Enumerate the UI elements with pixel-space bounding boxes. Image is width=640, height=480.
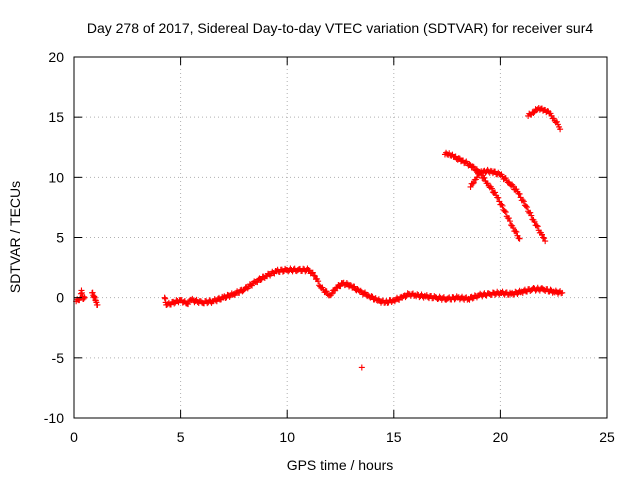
data-point	[512, 228, 519, 235]
data-point	[538, 231, 545, 238]
y-tick-label: 5	[56, 230, 64, 246]
x-tick-label: 15	[386, 429, 402, 445]
data-point	[327, 292, 334, 299]
data-point	[357, 287, 364, 294]
data-point	[473, 174, 480, 181]
data-point	[510, 183, 517, 190]
data-point	[328, 290, 335, 297]
data-point	[531, 218, 538, 225]
data-point	[469, 295, 476, 302]
data-point	[498, 201, 505, 208]
data-point	[94, 301, 101, 308]
data-point	[332, 287, 339, 294]
data-point	[506, 218, 513, 225]
data-point	[533, 222, 540, 229]
data-points	[73, 105, 566, 371]
data-point	[470, 179, 477, 186]
y-tick-label: 15	[48, 109, 64, 125]
data-point	[540, 234, 547, 241]
x-axis-label: GPS time / hours	[287, 457, 394, 473]
data-point	[524, 204, 531, 211]
x-tick-label: 20	[493, 429, 509, 445]
data-point	[305, 266, 312, 273]
data-point	[530, 109, 537, 116]
data-point	[469, 180, 476, 187]
data-point	[534, 223, 541, 230]
data-point	[516, 190, 523, 197]
x-tick-label: 25	[599, 429, 615, 445]
data-point	[496, 198, 503, 205]
data-point	[505, 215, 512, 222]
data-point	[323, 288, 330, 295]
data-point	[527, 209, 534, 216]
data-point	[510, 224, 517, 231]
data-point	[502, 175, 509, 182]
data-point	[542, 238, 549, 245]
data-point	[257, 276, 264, 283]
data-point	[189, 295, 196, 302]
data-point	[333, 285, 340, 292]
data-point	[547, 286, 554, 293]
x-tick-label: 5	[177, 429, 185, 445]
data-point	[553, 118, 560, 125]
y-axis-label: SDTVAR / TECUs	[7, 181, 23, 293]
data-point	[402, 294, 409, 301]
data-point	[552, 287, 559, 294]
y-tick-label: -10	[44, 410, 64, 426]
data-point	[554, 121, 561, 128]
data-point	[488, 185, 495, 192]
data-point	[254, 279, 261, 286]
data-point	[499, 202, 506, 209]
data-point	[309, 269, 316, 276]
data-point	[510, 291, 517, 298]
data-point	[492, 189, 499, 196]
data-point	[516, 235, 523, 242]
data-point	[315, 278, 322, 285]
data-point	[513, 228, 520, 235]
grid-lines	[74, 57, 607, 418]
data-point	[171, 300, 178, 307]
y-tick-label: 0	[56, 290, 64, 306]
data-point	[515, 235, 522, 242]
data-point	[351, 283, 358, 290]
data-point	[559, 289, 566, 296]
plot-frame	[73, 56, 608, 419]
x-tick-label: 10	[279, 429, 295, 445]
data-point	[528, 212, 535, 219]
data-point	[513, 186, 520, 193]
data-point	[240, 287, 247, 294]
data-point	[481, 174, 488, 181]
axis-ticks: 0 5 10 15 20 25 -10 -5 0 5 10 15 20	[44, 49, 615, 445]
x-tick-label: 0	[70, 429, 78, 445]
data-point	[469, 163, 476, 170]
data-point	[501, 208, 508, 215]
data-point	[495, 194, 502, 201]
data-point	[358, 364, 365, 371]
data-point	[520, 198, 527, 205]
data-point	[541, 235, 548, 242]
data-point	[522, 203, 529, 210]
data-point	[557, 126, 564, 133]
y-tick-label: 10	[48, 169, 64, 185]
data-point	[185, 301, 192, 308]
data-point	[467, 183, 474, 190]
data-point	[466, 161, 473, 168]
data-point	[470, 163, 477, 170]
data-point	[222, 295, 229, 302]
data-point	[236, 289, 243, 296]
data-point	[502, 209, 509, 216]
data-point	[519, 197, 526, 204]
chart-title: Day 278 of 2017, Sidereal Day-to-day VTE…	[87, 20, 593, 36]
y-tick-label: 20	[48, 49, 64, 65]
data-point	[455, 155, 462, 162]
y-tick-label: -5	[52, 350, 65, 366]
data-point	[81, 294, 88, 301]
